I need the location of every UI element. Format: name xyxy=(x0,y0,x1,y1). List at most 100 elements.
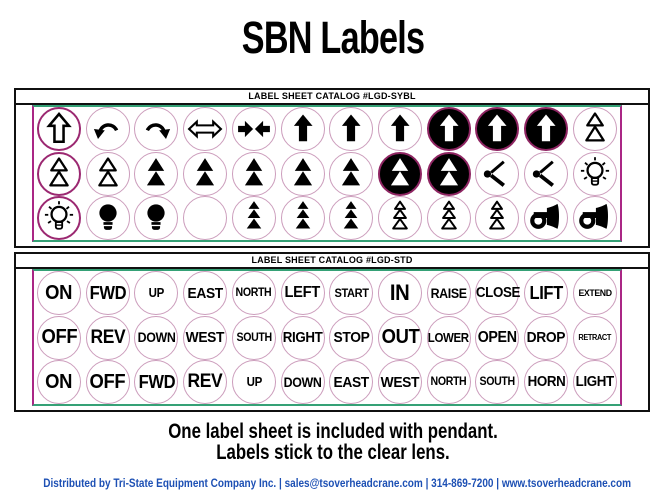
symbol-label xyxy=(37,107,81,151)
text-label: LEFT xyxy=(280,271,325,315)
text-label: NORTH xyxy=(426,360,471,404)
light-bulb-outline-icon xyxy=(39,198,79,238)
text-label: RETRACT xyxy=(572,315,617,360)
up-arrow-solid-icon xyxy=(477,109,517,149)
symbol-label xyxy=(280,107,325,151)
symbol-label xyxy=(231,151,276,196)
text-label: LIFT xyxy=(524,271,569,315)
symbol-label-grid xyxy=(32,105,622,242)
symbol-label xyxy=(329,196,374,240)
symbol-label xyxy=(426,196,471,240)
text-label-word: REV xyxy=(187,371,223,392)
double-triangle-solid-icon xyxy=(185,154,225,194)
symbol-label xyxy=(378,107,423,151)
symbol-label xyxy=(280,151,325,196)
text-label-word: LIGHT xyxy=(575,374,615,390)
triple-triangle-solid-icon xyxy=(234,198,274,238)
note-line-1: One label sheet is included with pendant… xyxy=(168,420,498,443)
up-arrow-solid-icon xyxy=(526,109,566,149)
text-label-word: OFF xyxy=(41,326,77,348)
symbol-label xyxy=(183,196,228,240)
text-label: IN xyxy=(378,271,423,315)
symbol-sheet-title: LABEL SHEET CATALOG #LGD-SYBL xyxy=(16,90,648,105)
triple-triangle-solid-icon xyxy=(331,198,371,238)
text-label-word: EAST xyxy=(187,284,223,302)
text-label: STOP xyxy=(329,315,374,360)
text-label-word: RIGHT xyxy=(282,329,323,346)
text-label: WEST xyxy=(183,315,228,360)
symbol-row-3 xyxy=(37,196,617,240)
double-triangle-solid-icon xyxy=(429,154,469,194)
up-arrow-outline-icon xyxy=(39,109,79,149)
text-label: DOWN xyxy=(134,315,179,360)
double-arrow-horizontal-outline-icon xyxy=(185,109,225,149)
text-label-word: OFF xyxy=(89,370,126,393)
symbol-label-sheet: LABEL SHEET CATALOG #LGD-SYBL xyxy=(14,88,650,248)
symbol-label xyxy=(572,196,617,240)
text-row-2: OFF REV DOWN WEST SOUTH RIGHT STOP OUT LOWER OPEN… xyxy=(37,315,617,360)
symbol-label xyxy=(572,151,617,196)
symbol-label xyxy=(378,151,423,196)
text-label: LOWER xyxy=(426,315,471,360)
horn-solid-icon xyxy=(575,198,615,238)
text-label: REV xyxy=(183,360,228,404)
text-label: EAST xyxy=(183,271,228,315)
text-label: HORN xyxy=(524,360,569,404)
text-label-word: LEFT xyxy=(284,284,321,301)
text-label-sheet: LABEL SHEET CATALOG #LGD-STD ON FWD UP EAST… xyxy=(14,252,650,412)
text-label: REV xyxy=(85,315,130,360)
text-label-word: SOUTH xyxy=(479,376,516,388)
diverging-lines-icon xyxy=(477,154,517,194)
text-label: START xyxy=(329,271,374,315)
up-arrow-solid-icon xyxy=(331,109,371,149)
text-label-word: ON xyxy=(45,370,73,393)
text-label: OFF xyxy=(37,315,81,360)
symbol-label xyxy=(85,196,130,240)
text-label: FWD xyxy=(134,360,179,404)
up-arrow-solid-icon xyxy=(429,109,469,149)
symbol-label xyxy=(37,196,81,240)
symbol-label xyxy=(475,196,520,240)
text-label-word: LIFT xyxy=(529,282,563,303)
text-label-word: EXTEND xyxy=(578,287,612,299)
text-label: OPEN xyxy=(475,315,520,360)
text-label: ON xyxy=(37,360,81,404)
symbol-label xyxy=(85,151,130,196)
symbol-label xyxy=(183,107,228,151)
curve-arrow-left-icon xyxy=(88,109,128,149)
symbol-label xyxy=(231,107,276,151)
symbol-label xyxy=(231,196,276,240)
horn-solid-icon xyxy=(526,198,566,238)
text-label-word: NORTH xyxy=(430,376,467,388)
text-label-word: NORTH xyxy=(235,287,272,299)
double-triangle-outline-icon xyxy=(575,109,615,149)
double-triangle-outline-icon xyxy=(39,154,79,194)
symbol-label xyxy=(85,107,130,151)
text-label-word: EAST xyxy=(333,373,370,391)
symbol-label xyxy=(475,107,520,151)
symbol-label xyxy=(378,196,423,240)
text-label-word: WEST xyxy=(185,329,225,346)
included-note: One label sheet is included with pendant… xyxy=(67,421,600,463)
symbol-label xyxy=(572,107,617,151)
text-label-word: RETRACT xyxy=(578,333,612,342)
text-label: ON xyxy=(37,271,81,315)
text-label-word: LOWER xyxy=(428,330,470,345)
text-label-word: OPEN xyxy=(478,328,517,346)
text-label: EXTEND xyxy=(572,271,617,315)
text-label: RIGHT xyxy=(280,315,325,360)
double-triangle-solid-icon xyxy=(283,154,323,194)
text-label: WEST xyxy=(378,360,423,404)
double-triangle-solid-icon xyxy=(234,154,274,194)
text-label: SOUTH xyxy=(475,360,520,404)
text-label: UP xyxy=(231,360,276,404)
page-title: SBN Labels xyxy=(241,12,425,63)
text-label: RAISE xyxy=(426,271,471,315)
symbol-label xyxy=(134,107,179,151)
double-triangle-solid-icon xyxy=(331,154,371,194)
text-label: UP xyxy=(134,271,179,315)
symbol-label xyxy=(329,107,374,151)
text-label-word: IN xyxy=(390,280,410,305)
symbol-label xyxy=(280,196,325,240)
distributor-footer: Distributed by Tri-State Equipment Compa… xyxy=(43,478,632,490)
